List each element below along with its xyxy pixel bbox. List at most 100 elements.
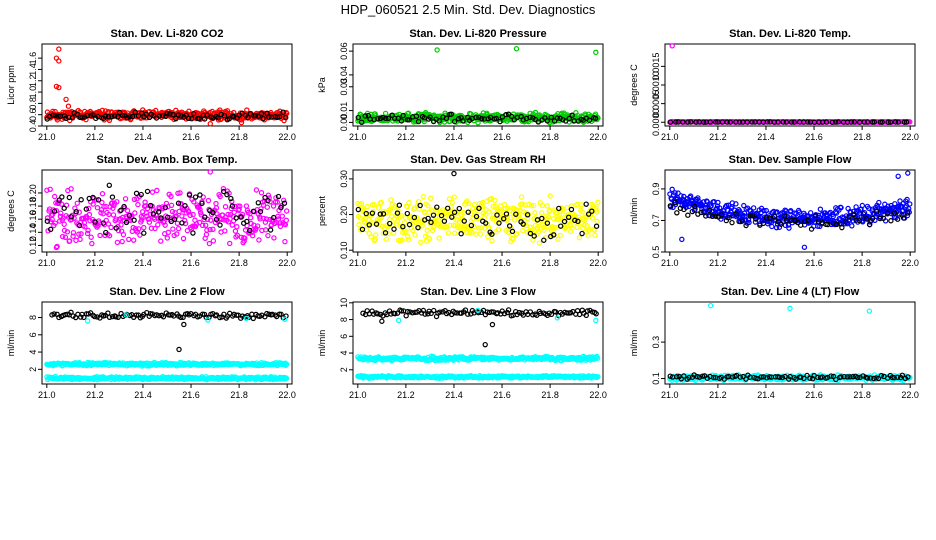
x-tick-label: 21.0	[349, 258, 367, 268]
data-point	[63, 115, 69, 122]
data-point	[207, 121, 213, 127]
data-point	[383, 236, 389, 242]
series-overlay	[667, 119, 910, 125]
data-point	[729, 219, 735, 226]
x-tick-label: 21.8	[853, 132, 871, 142]
panel-title: Stan. Dev. Line 2 Flow	[109, 286, 225, 298]
x-tick-label: 21.6	[493, 390, 511, 400]
plot-frame	[664, 301, 916, 385]
data-point	[375, 205, 382, 211]
data-point	[99, 191, 106, 197]
data-point	[122, 196, 129, 202]
data-point	[217, 222, 223, 228]
y-tick-label: 1.4	[28, 63, 38, 76]
y-tick-label: 0.04	[339, 66, 349, 84]
panel-title: Stan. Dev. Li-820 Pressure	[409, 28, 546, 40]
data-point	[398, 118, 405, 124]
data-point	[133, 190, 140, 197]
data-point	[135, 201, 141, 208]
x-tick-label: 21.6	[182, 132, 200, 142]
x-tick-label: 21.6	[805, 390, 823, 400]
data-point	[538, 210, 545, 216]
data-point	[452, 230, 458, 236]
y-tick-label: 0.1	[651, 372, 661, 385]
data-point	[355, 114, 361, 121]
data-point	[489, 238, 495, 244]
data-point	[418, 239, 424, 246]
x-tick-label: 21.8	[541, 132, 559, 142]
data-point	[280, 109, 286, 115]
data-point	[105, 109, 112, 115]
data-point	[154, 187, 160, 194]
series-spikes	[53, 46, 245, 127]
x-tick-label: 21.0	[661, 258, 679, 268]
data-point	[434, 204, 440, 210]
x-tick-label: 21.4	[134, 258, 152, 268]
y-tick-label: 0.7	[651, 214, 661, 227]
data-point	[817, 206, 824, 212]
data-point	[239, 110, 245, 116]
data-point	[249, 311, 255, 317]
x-tick-label: 21.2	[397, 132, 415, 142]
data-point	[115, 114, 121, 120]
x-tick-label: 21.4	[757, 258, 775, 268]
data-point	[400, 112, 406, 119]
data-point	[116, 109, 123, 116]
data-point	[143, 111, 149, 118]
x-tick-label: 21.4	[757, 132, 775, 142]
y-axis-label: ml/min	[317, 330, 327, 357]
x-tick-label: 22.0	[589, 132, 607, 142]
data-point	[66, 114, 72, 121]
data-point	[192, 194, 199, 200]
data-point	[451, 194, 457, 200]
data-point	[283, 217, 289, 224]
x-tick-label: 21.8	[853, 390, 871, 400]
y-tick-label: 0.6	[28, 108, 38, 121]
data-point	[853, 204, 859, 210]
data-point	[129, 113, 136, 120]
y-tick-label: 0.03	[339, 78, 349, 96]
data-point	[377, 115, 384, 122]
data-point	[434, 47, 440, 53]
data-point	[160, 113, 166, 119]
chart-panel-ambbox: Stan. Dev. Amb. Box Temp.21.0 21.2 21.4 21.…	[6, 154, 296, 268]
data-point	[132, 109, 138, 115]
data-point	[132, 210, 138, 216]
panel-title: Stan. Dev. Gas Stream RH	[410, 154, 546, 166]
data-point	[210, 115, 216, 121]
data-point	[512, 217, 518, 223]
x-tick-label: 21.2	[397, 390, 415, 400]
y-tick-label: 0.20	[339, 206, 349, 224]
data-point	[173, 115, 179, 122]
data-point	[585, 232, 591, 239]
data-point	[255, 113, 262, 119]
y-tick-label: 1.6	[28, 52, 38, 65]
data-point	[170, 111, 176, 118]
data-point	[174, 220, 181, 227]
panel-title: Stan. Dev. Line 3 Flow	[420, 286, 536, 298]
data-point	[61, 221, 67, 227]
y-axis-label: degrees C	[629, 64, 639, 106]
data-point	[106, 182, 113, 188]
data-point	[89, 240, 95, 247]
panel-title: Stan. Dev. Li-820 Temp.	[729, 28, 851, 40]
data-point	[674, 210, 680, 216]
data-point	[255, 200, 261, 206]
data-point	[428, 195, 434, 202]
data-point	[424, 227, 430, 233]
data-point	[51, 193, 58, 200]
data-point	[283, 114, 289, 121]
data-point	[234, 223, 240, 230]
data-point	[109, 194, 116, 200]
x-tick-label: 21.4	[757, 390, 775, 400]
data-point	[90, 112, 96, 118]
y-axis-label: ml/min	[6, 330, 16, 357]
figure-title: HDP_060521 2.5 Min. Std. Dev. Diagnostic…	[341, 2, 596, 17]
data-point	[260, 115, 266, 122]
data-point	[74, 200, 80, 206]
data-point	[265, 232, 271, 239]
data-point	[374, 116, 381, 122]
y-tick-label: 8	[339, 317, 349, 322]
